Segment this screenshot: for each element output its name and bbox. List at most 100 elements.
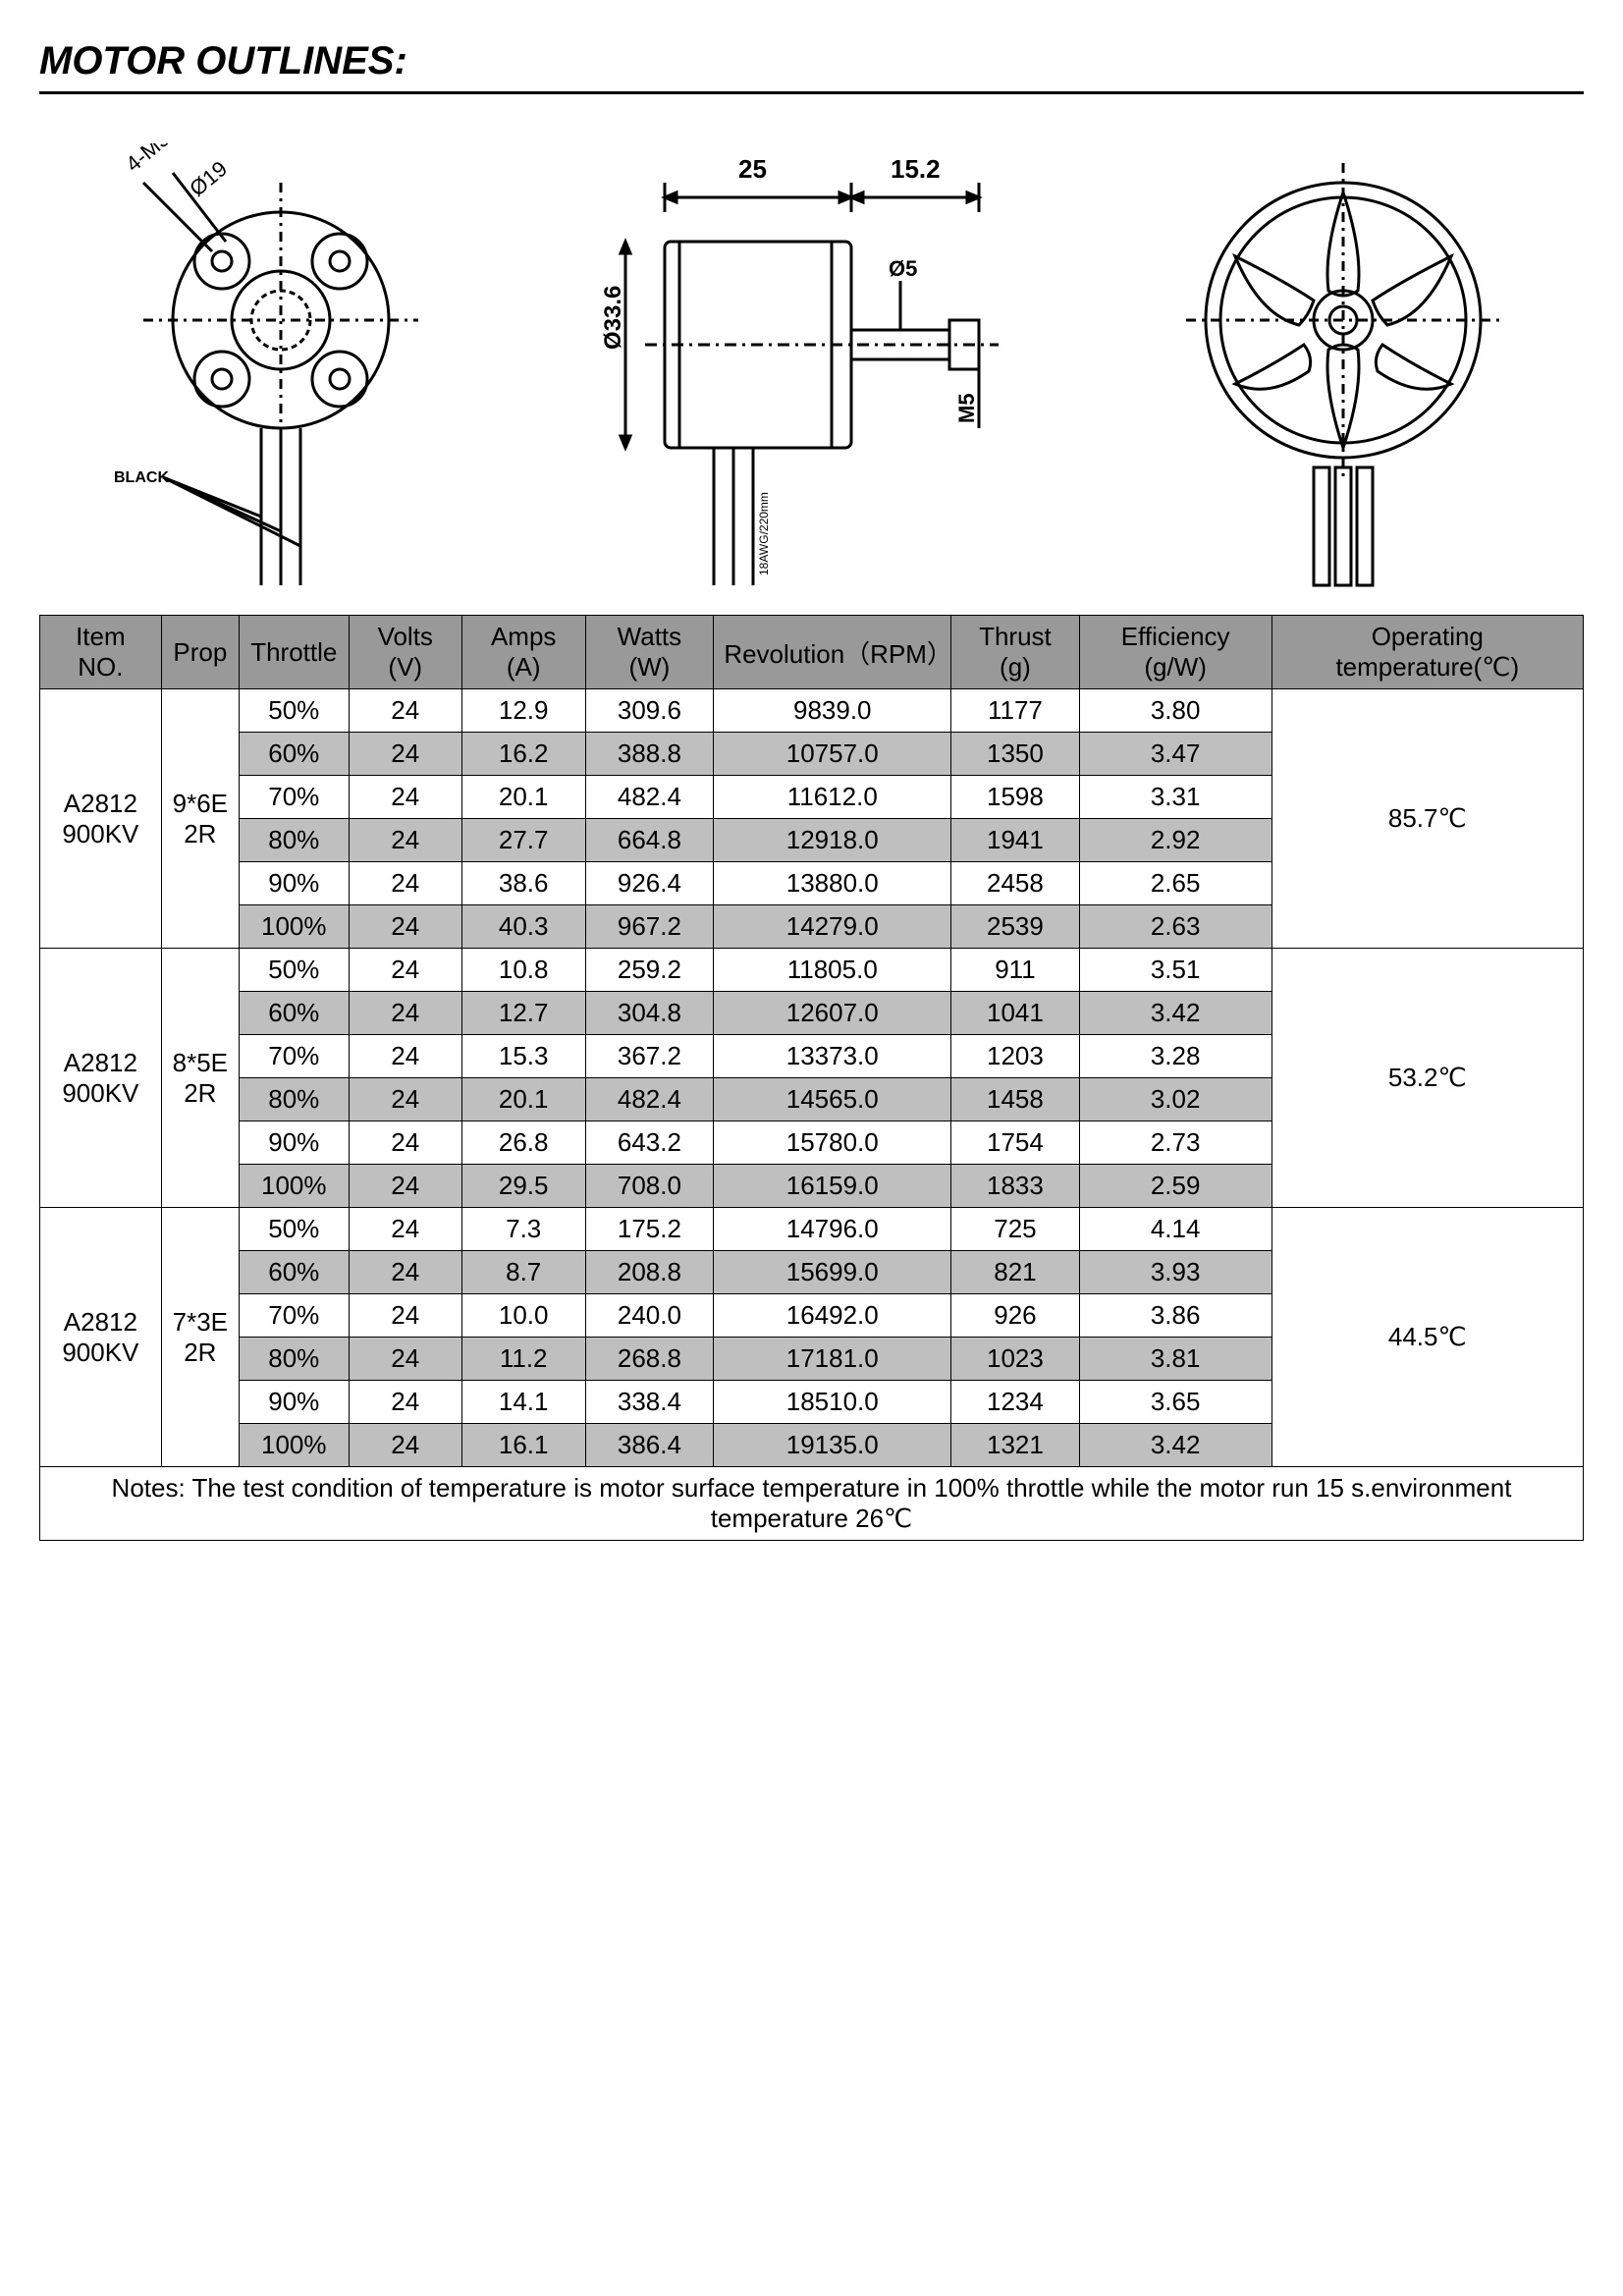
cell-throttle: 90% [239,1121,349,1165]
cell-watts: 338.4 [585,1381,714,1424]
cell-amps: 38.6 [461,862,585,905]
cell-throttle: 50% [239,689,349,733]
cell-eff: 3.02 [1079,1078,1271,1121]
table-row: A2812 900KV8*5E 2R50%2410.8259.211805.09… [40,949,1584,992]
th-prop: Prop [161,616,239,689]
cell-watts: 240.0 [585,1294,714,1338]
cell-throttle: 70% [239,776,349,819]
cell-rpm: 14565.0 [714,1078,951,1121]
cell-throttle: 80% [239,819,349,862]
cell-thrust: 1023 [951,1338,1080,1381]
cell-throttle: 100% [239,1424,349,1467]
cell-amps: 14.1 [461,1381,585,1424]
cell-throttle: 50% [239,1208,349,1251]
cell-eff: 2.59 [1079,1165,1271,1208]
cell-watts: 643.2 [585,1121,714,1165]
cell-amps: 16.2 [461,733,585,776]
svg-text:Ø19: Ø19 [185,156,232,201]
cell-thrust: 2458 [951,862,1080,905]
svg-text:15.2: 15.2 [891,154,941,184]
cell-thrust: 1598 [951,776,1080,819]
cell-rpm: 11805.0 [714,949,951,992]
cell-rpm: 14796.0 [714,1208,951,1251]
cell-throttle: 70% [239,1035,349,1078]
cell-watts: 175.2 [585,1208,714,1251]
cell-volts: 24 [349,1381,461,1424]
cell-watts: 664.8 [585,819,714,862]
cell-volts: 24 [349,1294,461,1338]
cell-thrust: 2539 [951,905,1080,949]
cell-watts: 309.6 [585,689,714,733]
cell-rpm: 16492.0 [714,1294,951,1338]
cell-watts: 482.4 [585,776,714,819]
cell-throttle: 80% [239,1078,349,1121]
cell-throttle: 70% [239,1294,349,1338]
cell-watts: 482.4 [585,1078,714,1121]
cell-throttle: 60% [239,1251,349,1294]
cell-watts: 268.8 [585,1338,714,1381]
cell-amps: 16.1 [461,1424,585,1467]
cell-amps: 40.3 [461,905,585,949]
cell-thrust: 1177 [951,689,1080,733]
table-row: A2812 900KV7*3E 2R50%247.3175.214796.072… [40,1208,1584,1251]
section-title: MOTOR OUTLINES: [39,39,1584,83]
notes-row: Notes: The test condition of temperature… [40,1467,1584,1541]
cell-eff: 3.81 [1079,1338,1271,1381]
th-thrust: Thrust (g) [951,616,1080,689]
cell-throttle: 90% [239,862,349,905]
cell-thrust: 926 [951,1294,1080,1338]
cell-prop: 7*3E 2R [161,1208,239,1467]
svg-text:18AWG/220mm: 18AWG/220mm [757,492,771,575]
cell-amps: 12.9 [461,689,585,733]
title-rule [39,91,1584,94]
cell-volts: 24 [349,1121,461,1165]
cell-thrust: 1041 [951,992,1080,1035]
th-throttle: Throttle [239,616,349,689]
motor-table: Item NO. Prop Throttle Volts (V) Amps (A… [39,615,1584,1541]
cell-thrust: 1458 [951,1078,1080,1121]
cell-volts: 24 [349,1035,461,1078]
cell-volts: 24 [349,1338,461,1381]
cell-amps: 12.7 [461,992,585,1035]
cell-amps: 26.8 [461,1121,585,1165]
motor-table-head: Item NO. Prop Throttle Volts (V) Amps (A… [40,616,1584,689]
cell-temp: 53.2℃ [1271,949,1583,1208]
cell-amps: 20.1 [461,1078,585,1121]
cell-volts: 24 [349,776,461,819]
cell-volts: 24 [349,1078,461,1121]
th-temp: Operating temperature(℃) [1271,616,1583,689]
cell-amps: 29.5 [461,1165,585,1208]
cell-rpm: 10757.0 [714,733,951,776]
cell-watts: 386.4 [585,1424,714,1467]
cell-rpm: 12607.0 [714,992,951,1035]
cell-amps: 10.8 [461,949,585,992]
diagram-side-view: 25 15.2 Ø33.6 Ø5 M5 18AWG/220mm [586,143,1038,595]
cell-thrust: 1833 [951,1165,1080,1208]
cell-rpm: 11612.0 [714,776,951,819]
svg-text:Ø33.6: Ø33.6 [600,286,626,350]
cell-eff: 3.80 [1079,689,1271,733]
cell-throttle: 60% [239,733,349,776]
th-item: Item NO. [40,616,162,689]
cell-thrust: 821 [951,1251,1080,1294]
cell-throttle: 100% [239,905,349,949]
cell-thrust: 1203 [951,1035,1080,1078]
cell-rpm: 15699.0 [714,1251,951,1294]
cell-rpm: 9839.0 [714,689,951,733]
cell-amps: 7.3 [461,1208,585,1251]
cell-rpm: 13880.0 [714,862,951,905]
cell-temp: 85.7℃ [1271,689,1583,949]
cell-volts: 24 [349,1424,461,1467]
cell-eff: 3.42 [1079,992,1271,1035]
cell-thrust: 725 [951,1208,1080,1251]
cell-rpm: 12918.0 [714,819,951,862]
cell-volts: 24 [349,949,461,992]
cell-throttle: 100% [239,1165,349,1208]
cell-volts: 24 [349,992,461,1035]
cell-prop: 8*5E 2R [161,949,239,1208]
svg-text:4-M3: 4-M3 [121,143,174,177]
cell-volts: 24 [349,1208,461,1251]
cell-watts: 967.2 [585,905,714,949]
cell-eff: 4.14 [1079,1208,1271,1251]
cell-thrust: 1754 [951,1121,1080,1165]
